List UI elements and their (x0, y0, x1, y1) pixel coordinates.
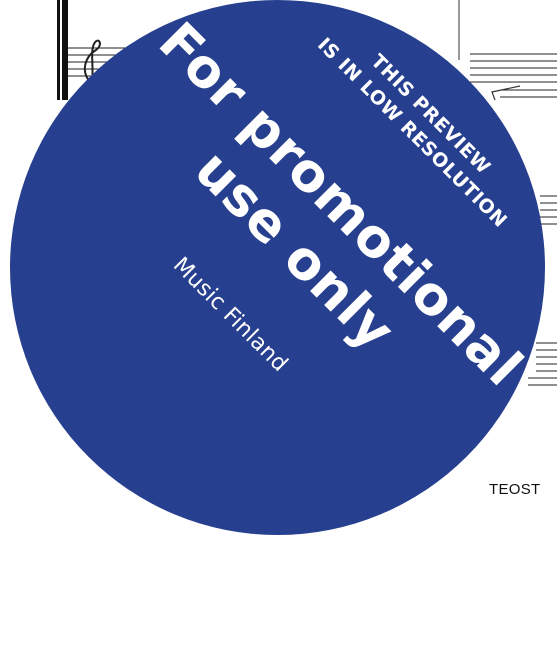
note-stem (491, 85, 521, 101)
staff-right-middle (540, 195, 557, 225)
system-barline (57, 0, 68, 100)
footer-code-text: TEOST (489, 481, 541, 498)
promo-stamp: THIS PREVIEW IS IN LOW RESOLUTION For pr… (10, 0, 545, 535)
staff-right-lower (536, 342, 557, 372)
stamp-main-line-2: use only (182, 138, 407, 363)
staff-top-right (470, 53, 557, 98)
staff-right-lower-2 (528, 377, 557, 386)
stamp-disc (10, 0, 545, 535)
